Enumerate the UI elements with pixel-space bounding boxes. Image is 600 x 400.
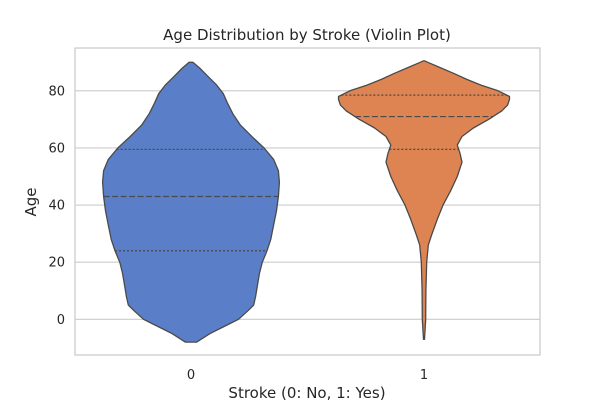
y-tick-label: 40 xyxy=(48,199,65,214)
chart-title: Age Distribution by Stroke (Violin Plot) xyxy=(163,26,451,44)
y-tick-label: 80 xyxy=(48,84,65,99)
y-tick-label: 60 xyxy=(48,141,65,156)
y-tick-labels: 0 20 40 60 80 xyxy=(48,84,65,327)
y-axis-label: Age xyxy=(22,187,40,216)
plot-frame xyxy=(74,47,541,356)
x-tick-label-0: 0 xyxy=(187,368,195,383)
violin-0 xyxy=(101,61,281,343)
y-tick-label: 20 xyxy=(48,256,65,271)
violins xyxy=(101,60,511,343)
y-tick-label: 0 xyxy=(57,313,65,328)
x-axis-label: Stroke (0: No, 1: Yes) xyxy=(228,384,385,400)
x-tick-label-1: 1 xyxy=(420,368,428,383)
violin-1 xyxy=(337,60,511,340)
